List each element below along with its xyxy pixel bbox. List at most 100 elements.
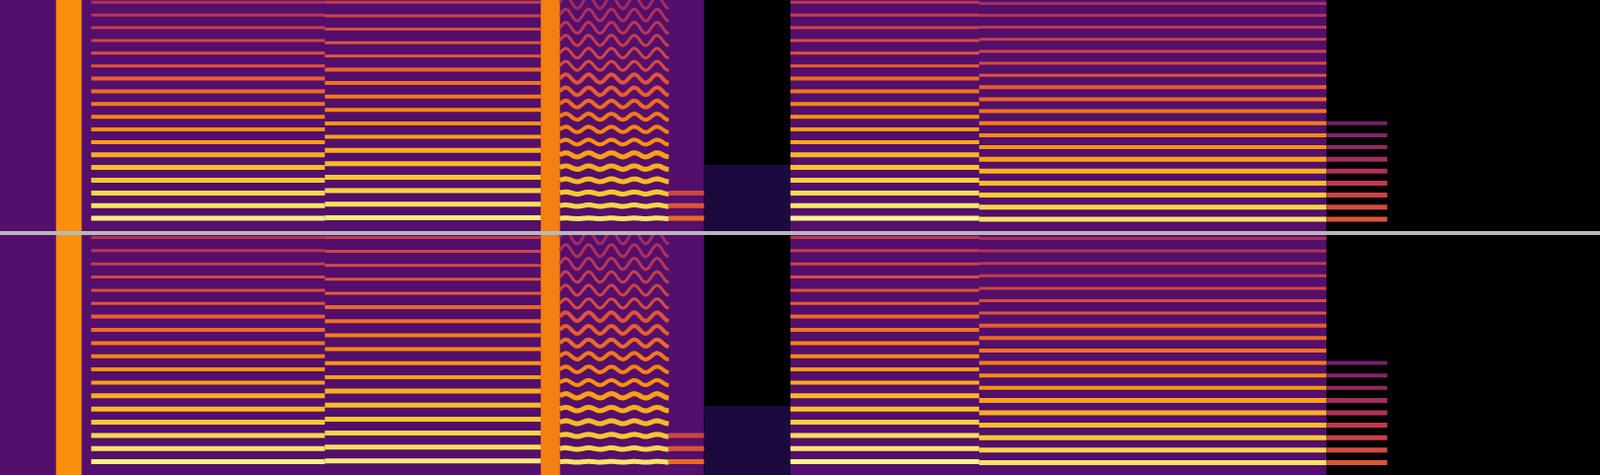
harmonic (560, 366, 670, 373)
harmonic (979, 261, 1327, 265)
harmonic (325, 236, 542, 240)
harmonic (1326, 373, 1388, 378)
harmonic (325, 444, 542, 450)
harmonic (90, 39, 325, 43)
harmonic (90, 367, 325, 372)
harmonic (669, 459, 705, 465)
harmonic (790, 315, 980, 320)
harmonic (325, 94, 542, 99)
harmonic (1326, 398, 1388, 404)
harmonic (560, 191, 670, 194)
harmonic (560, 434, 670, 437)
harmonic (560, 178, 670, 182)
harmonic (90, 315, 325, 320)
noise-floor (703, 406, 790, 475)
harmonic (560, 61, 670, 71)
harmonic (90, 340, 325, 345)
harmonic (90, 165, 325, 170)
harmonic (325, 347, 542, 352)
harmonic (669, 432, 705, 438)
harmonic (560, 8, 670, 21)
harmonic (90, 459, 325, 465)
harmonic (979, 422, 1327, 428)
broadband-burst (56, 0, 83, 232)
harmonic (325, 0, 542, 4)
harmonic (979, 435, 1327, 441)
harmonic (90, 0, 325, 4)
channel (0, 235, 1388, 475)
harmonic (560, 459, 670, 466)
harmonic (790, 328, 980, 333)
spectrogram (0, 0, 1600, 475)
harmonic (560, 339, 670, 347)
harmonic (560, 285, 670, 296)
harmonic (790, 262, 980, 266)
harmonic (1326, 435, 1388, 441)
broadband-burst (540, 0, 560, 232)
harmonic (560, 421, 670, 424)
harmonic (1326, 192, 1388, 198)
harmonic (669, 203, 705, 209)
harmonic (90, 393, 325, 399)
harmonic (90, 216, 325, 222)
harmonic (979, 299, 1327, 303)
harmonic (560, 100, 670, 108)
harmonic (325, 458, 542, 464)
harmonic (325, 188, 542, 194)
harmonic (560, 140, 670, 146)
channel-separator (0, 231, 1600, 236)
channel (0, 0, 1388, 232)
harmonic (325, 319, 542, 324)
harmonic (560, 35, 670, 47)
harmonic (560, 22, 670, 34)
harmonic (979, 361, 1327, 366)
harmonic (560, 126, 670, 133)
harmonic (979, 157, 1327, 163)
harmonic (560, 48, 670, 59)
harmonic (1326, 216, 1388, 222)
harmonic (325, 54, 542, 58)
harmonic (325, 250, 542, 253)
harmonic (325, 81, 542, 85)
harmonic (979, 336, 1327, 340)
harmonic (560, 245, 670, 257)
harmonic (325, 215, 542, 221)
harmonic (979, 13, 1327, 17)
harmonic (325, 107, 542, 112)
harmonic (560, 448, 670, 451)
harmonic (790, 64, 980, 68)
harmonic (1326, 411, 1388, 417)
harmonic (790, 39, 980, 43)
harmonic (560, 257, 670, 270)
harmonic (90, 77, 325, 82)
harmonic (790, 420, 980, 425)
harmonic (790, 77, 980, 82)
harmonic (90, 152, 325, 158)
harmonic (979, 109, 1327, 114)
harmonic (560, 74, 670, 84)
harmonic (325, 67, 542, 72)
noise-floor (0, 0, 704, 232)
harmonic (90, 275, 325, 279)
harmonic (1326, 204, 1388, 210)
harmonic (979, 274, 1327, 278)
harmonic (790, 152, 980, 158)
harmonic (790, 367, 980, 372)
harmonic (790, 236, 980, 240)
noise-floor (790, 0, 1327, 232)
harmonic (1326, 422, 1388, 428)
harmonic (90, 114, 325, 119)
harmonic (979, 62, 1327, 66)
harmonic (790, 302, 980, 306)
harmonic (790, 88, 980, 93)
harmonic (979, 312, 1327, 316)
harmonic (90, 288, 325, 292)
harmonic (979, 97, 1327, 102)
harmonic (790, 190, 980, 196)
harmonic (790, 140, 980, 145)
background (0, 0, 1600, 475)
harmonic (979, 411, 1327, 417)
harmonic (90, 13, 325, 17)
harmonic (560, 235, 670, 245)
harmonic (1326, 168, 1388, 174)
